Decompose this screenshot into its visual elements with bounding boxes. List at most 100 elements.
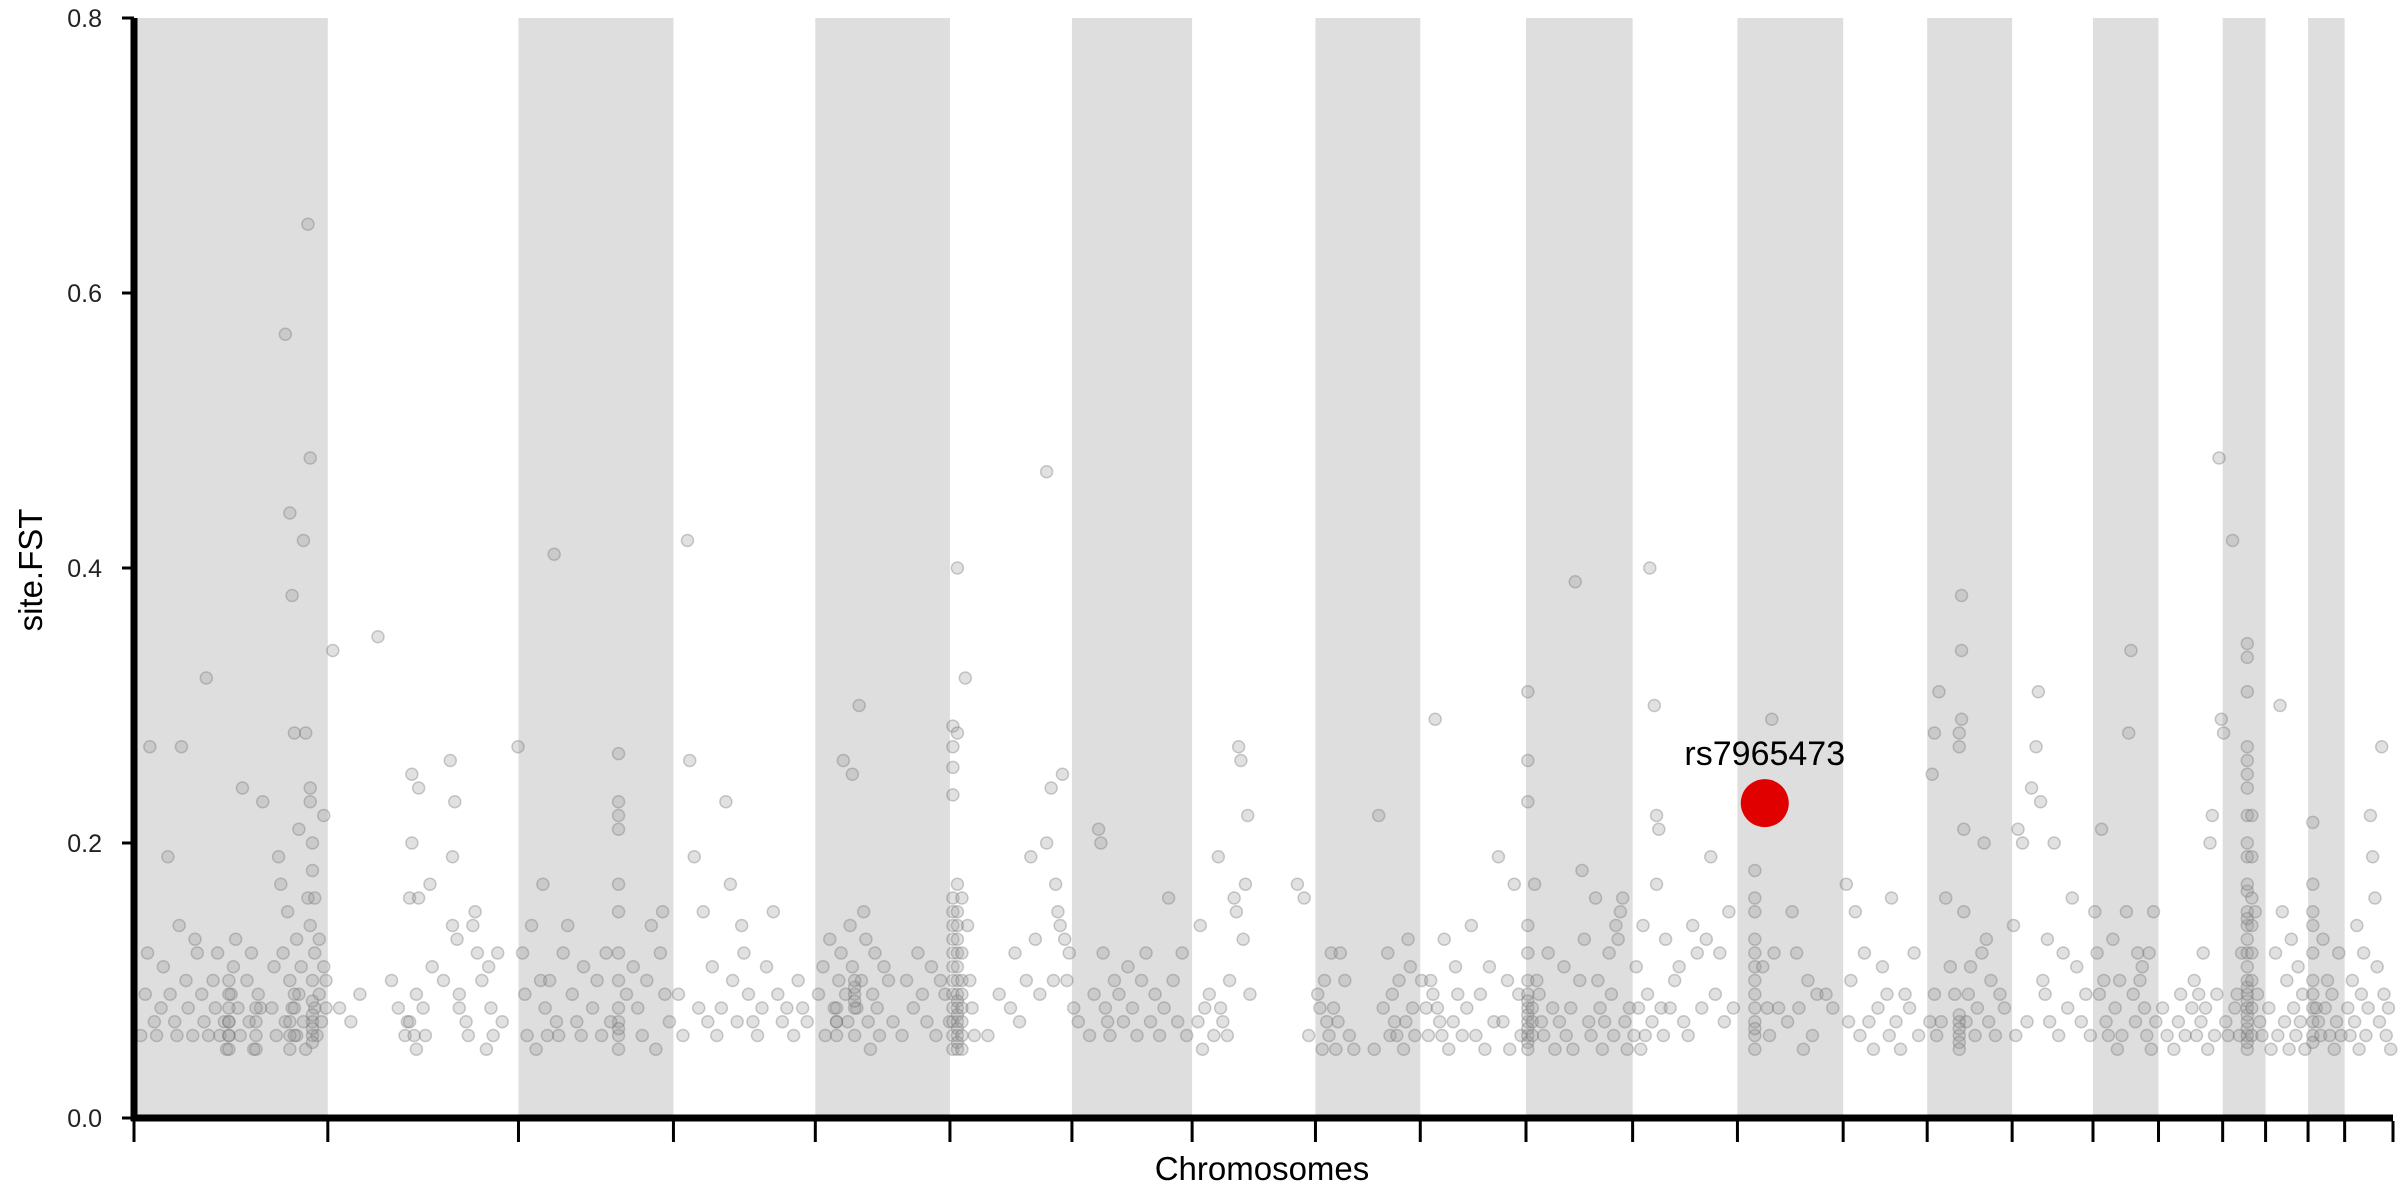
- data-point: [2240, 781, 2255, 795]
- data-point: [2255, 1028, 2269, 1043]
- data-point: [950, 1028, 965, 1043]
- data-point: [298, 726, 313, 740]
- data-point: [217, 1015, 232, 1029]
- data-point: [1952, 1035, 1967, 1050]
- data-point: [590, 973, 604, 988]
- data-point: [1559, 1028, 1573, 1043]
- data-point: [305, 1035, 320, 1050]
- data-point: [1654, 1001, 1668, 1015]
- chromosome-band: [134, 18, 328, 1118]
- data-point: [946, 760, 960, 775]
- data-point: [2142, 946, 2156, 960]
- data-point: [416, 1001, 430, 1015]
- data-point: [950, 1001, 965, 1015]
- data-point: [1451, 987, 1465, 1001]
- data-point: [1234, 753, 1248, 768]
- data-point: [314, 1015, 329, 1029]
- data-point: [1414, 973, 1429, 988]
- data-point: [2108, 1001, 2122, 1015]
- data-point: [2379, 1028, 2393, 1043]
- data-point: [626, 960, 640, 974]
- data-point: [2306, 1001, 2320, 1015]
- data-point: [2240, 1042, 2255, 1056]
- data-point: [208, 1001, 223, 1015]
- data-point: [829, 1028, 844, 1043]
- data-point: [2126, 987, 2140, 1001]
- data-point: [1139, 946, 1153, 960]
- data-point: [547, 547, 561, 561]
- data-point: [283, 1028, 297, 1043]
- data-point: [307, 891, 322, 905]
- data-point: [823, 932, 837, 946]
- data-point: [1193, 918, 1207, 933]
- data-point: [2232, 1028, 2247, 1043]
- data-point: [791, 973, 805, 988]
- data-point: [1130, 1028, 1144, 1043]
- data-point: [2110, 1042, 2125, 1056]
- data-point: [946, 719, 960, 733]
- data-point: [2210, 987, 2224, 1001]
- data-point: [1765, 712, 1779, 726]
- data-point: [1317, 973, 1332, 988]
- data-point: [1048, 877, 1063, 891]
- data-point: [197, 1015, 211, 1029]
- data-point: [249, 1015, 263, 1029]
- data-point: [276, 946, 290, 960]
- data-point: [1112, 987, 1126, 1001]
- data-point: [965, 1001, 979, 1015]
- data-point: [2240, 960, 2255, 974]
- data-point: [296, 533, 311, 548]
- data-point: [2196, 946, 2210, 960]
- data-point: [495, 1015, 509, 1029]
- data-point: [1003, 1001, 1018, 1015]
- data-point: [1699, 932, 1714, 946]
- data-point: [2189, 1028, 2204, 1043]
- data-point: [963, 973, 977, 988]
- data-point: [950, 987, 965, 1001]
- data-point: [1107, 973, 1122, 988]
- data-point: [1805, 1028, 1820, 1043]
- data-point: [1643, 561, 1657, 575]
- data-point: [1929, 1028, 1944, 1043]
- data-point: [256, 795, 270, 809]
- data-point: [2240, 753, 2255, 768]
- data-point: [1548, 1042, 1562, 1056]
- data-point: [181, 1001, 195, 1015]
- data-point: [1521, 1035, 1535, 1050]
- data-point: [2295, 987, 2310, 1001]
- data-point: [1620, 1042, 1634, 1056]
- data-point: [2284, 932, 2299, 946]
- data-point: [1826, 1001, 1840, 1015]
- data-point: [490, 946, 505, 960]
- data-point: [946, 1001, 960, 1015]
- data-point: [1460, 1001, 1474, 1015]
- data-point: [1240, 808, 1255, 823]
- data-point: [1525, 1015, 1540, 1029]
- data-point: [249, 1001, 263, 1015]
- data-point: [1595, 1042, 1610, 1056]
- data-point: [1848, 905, 1863, 919]
- data-point: [1191, 1015, 1205, 1029]
- data-point: [1796, 1042, 1811, 1056]
- data-point: [2240, 911, 2255, 926]
- data-point: [285, 1001, 299, 1015]
- data-point: [2343, 1028, 2357, 1043]
- data-point: [138, 987, 153, 1001]
- data-point: [2347, 1015, 2362, 1029]
- data-point: [1392, 973, 1406, 988]
- data-point: [2240, 650, 2255, 665]
- data-point: [1593, 1001, 1607, 1015]
- data-point: [2219, 1015, 2233, 1029]
- data-point: [1613, 905, 1628, 919]
- data-point: [2245, 850, 2259, 864]
- data-point: [859, 932, 873, 946]
- data-point: [701, 1015, 715, 1029]
- data-point: [2088, 905, 2102, 919]
- data-point: [1521, 1008, 1535, 1022]
- data-point: [1134, 973, 1149, 988]
- data-point: [305, 836, 320, 850]
- data-point: [240, 973, 254, 988]
- data-point: [829, 1001, 844, 1015]
- data-point: [2306, 1028, 2320, 1043]
